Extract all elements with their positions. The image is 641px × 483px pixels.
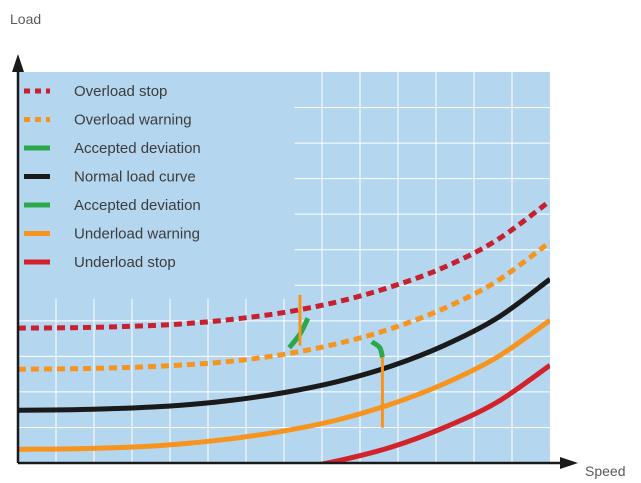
series-underload-stop-line [314,363,550,463]
legend-label-underload-warning: Underload warning [74,226,200,243]
series-normal-load-curve-line [18,277,550,413]
legend-label-accepted-deviation: Accepted deviation [74,140,201,157]
series-overload-stop-line [18,198,550,331]
legend-label-overload-stop: Overload stop [74,83,167,100]
legend: Overload stop Overload warning Accepted de… [24,83,201,271]
axes [12,54,578,469]
y-axis-label: Load [10,11,41,27]
legend-label-normal-load-curve: Normal load curve [74,169,196,186]
legend-label-overload-warning: Overload warning [74,112,192,129]
curves [18,198,550,463]
legend-label-accepted-deviation: Accepted deviation [74,197,201,214]
y-axis-arrow-icon [12,54,24,72]
x-axis-arrow-icon [560,457,578,469]
series-underload-warning-line [18,318,550,452]
x-axis-label: Speed [585,463,625,479]
series-accepted-deviation-line [370,339,385,359]
legend-label-underload-stop: Underload stop [74,254,176,271]
series-overload-warning-line [18,240,550,372]
